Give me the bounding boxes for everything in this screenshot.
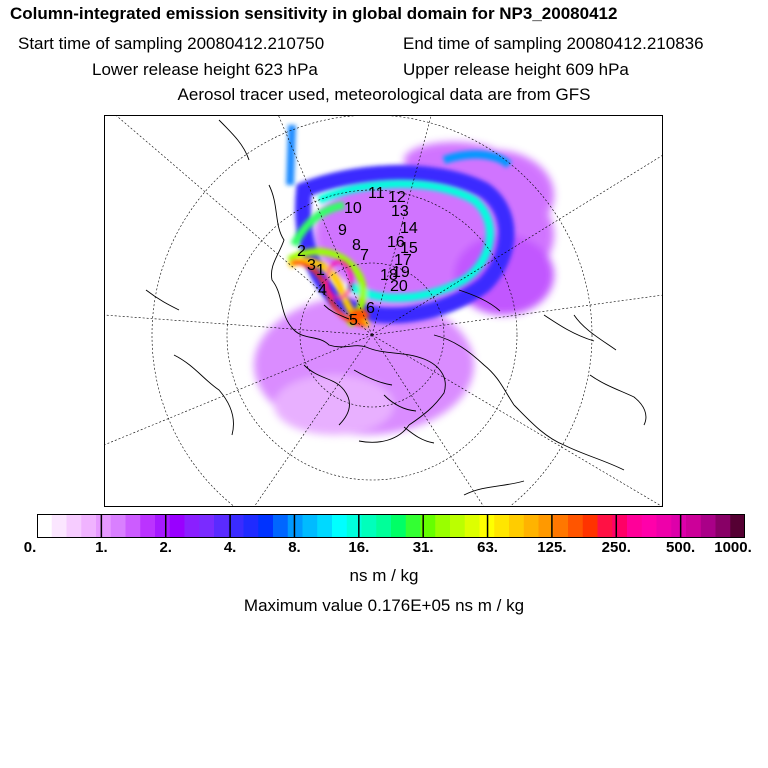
point-label: 18: [380, 267, 398, 284]
sensitivity-map: 1 2 3 4 5 6 7 8 9 10 11 12 13 14 15 16 1…: [104, 115, 663, 507]
upper-release-height: Upper release height 609 hPa: [403, 60, 629, 79]
colorbar-cell: [302, 514, 318, 538]
colorbar-cell: [715, 514, 731, 538]
colorbar-cell: [125, 514, 141, 538]
colorbar-cell: [582, 514, 598, 538]
point-label: 9: [338, 222, 347, 239]
colorbar-tick-label: 4.: [223, 539, 237, 556]
colorbar-cell: [656, 514, 672, 538]
colorbar-cell: [346, 514, 362, 538]
point-label: 11: [368, 185, 385, 202]
colorbar-cell: [317, 514, 333, 538]
colorbar-tick-label: 1000.: [714, 539, 752, 556]
colorbar-cell: [420, 514, 436, 538]
point-label: 6: [366, 300, 375, 317]
point-label: 2: [297, 243, 306, 260]
colorbar-tick-label: 1.: [95, 539, 108, 556]
point-label: 8: [352, 237, 361, 254]
colorbar-cell: [273, 514, 289, 538]
colorbar-cell: [435, 514, 451, 538]
point-label: 15: [400, 240, 418, 257]
sensitivity-field: [254, 124, 554, 435]
colorbar-cell: [641, 514, 657, 538]
colorbar-cell: [553, 514, 569, 538]
colorbar-cell: [612, 514, 628, 538]
colorbar-tick-label: 8.: [288, 539, 301, 556]
colorbar-cell: [258, 514, 274, 538]
point-label: 4: [318, 282, 327, 299]
colorbar-cell: [66, 514, 82, 538]
colorbar-tick-label: 63.: [477, 539, 498, 556]
colorbar-cell: [523, 514, 539, 538]
point-label: 17: [394, 252, 412, 269]
receptor-labels: 1 2 3 4 5 6 7 8 9 10 11 12 13 14 15 16 1…: [297, 185, 418, 329]
colorbar-tick-label: 125.: [537, 539, 567, 556]
point-label: 10: [344, 200, 362, 217]
colorbar-cell: [51, 514, 67, 538]
colorbar-cell: [184, 514, 200, 538]
colorbar-cell: [730, 514, 745, 538]
colorbar-tick-label: 2.: [159, 539, 172, 556]
colorbar-cell: [110, 514, 126, 538]
colorbar-cell: [243, 514, 259, 538]
plot-title: Column-integrated emission sensitivity i…: [10, 4, 618, 23]
colorbar-cell: [361, 514, 377, 538]
colorbar-cell: [81, 514, 97, 538]
colorbar-cell: [700, 514, 716, 538]
point-label: 13: [391, 203, 409, 220]
coastlines: [145, 119, 647, 496]
colorbar-cell: [228, 514, 244, 538]
colorbar-cell: [405, 514, 421, 538]
colorbar-cell: [627, 514, 643, 538]
colorbar-tick-label: 500.: [666, 539, 696, 556]
point-label: 14: [400, 220, 418, 237]
colorbar-cell: [214, 514, 230, 538]
tracer-info: Aerosol tracer used, meteorological data…: [177, 85, 591, 104]
colorbar-cell: [376, 514, 392, 538]
graticule: [104, 115, 663, 507]
point-label: 7: [360, 247, 369, 264]
colorbar-cell: [155, 514, 171, 538]
lower-release-height: Lower release height 623 hPa: [92, 60, 318, 79]
colorbar-cell: [597, 514, 613, 538]
colorbar-cell: [464, 514, 480, 538]
color-scale-bar: [37, 514, 745, 538]
point-label: 12: [388, 189, 406, 206]
colorbar-cell: [169, 514, 185, 538]
colorbar-cell: [140, 514, 156, 538]
colorbar-tick-label: 31.: [412, 539, 434, 556]
colorbar-cell: [509, 514, 525, 538]
colorbar-cell: [568, 514, 584, 538]
colorbar-cell: [494, 514, 510, 538]
colorbar-cell: [37, 514, 53, 538]
maximum-value: Maximum value 0.176E+05 ns m / kg: [243, 596, 525, 615]
colorbar-cell: [332, 514, 348, 538]
point-label: 3: [307, 257, 316, 274]
colorbar-cell: [96, 514, 112, 538]
colorbar-cell: [671, 514, 687, 538]
colorbar-cell: [287, 514, 303, 538]
point-label: 16: [387, 234, 405, 251]
start-time: Start time of sampling 20080412.210750: [18, 34, 325, 53]
colorbar-tick-label: 250.: [601, 539, 631, 556]
point-label: 1: [316, 262, 325, 279]
point-label: 20: [390, 278, 408, 295]
colorbar-cell: [686, 514, 702, 538]
colorbar-cell: [450, 514, 466, 538]
point-label: 5: [349, 312, 358, 329]
colorbar-cell: [538, 514, 554, 538]
colorbar-unit: ns m / kg: [349, 566, 419, 585]
point-label: 19: [392, 264, 410, 281]
end-time: End time of sampling 20080412.210836: [403, 34, 704, 53]
colorbar-tick-label: 16.: [348, 539, 370, 556]
colorbar-cell: [199, 514, 215, 538]
colorbar-tick-label: 0.: [23, 539, 37, 556]
colorbar-cell: [391, 514, 407, 538]
